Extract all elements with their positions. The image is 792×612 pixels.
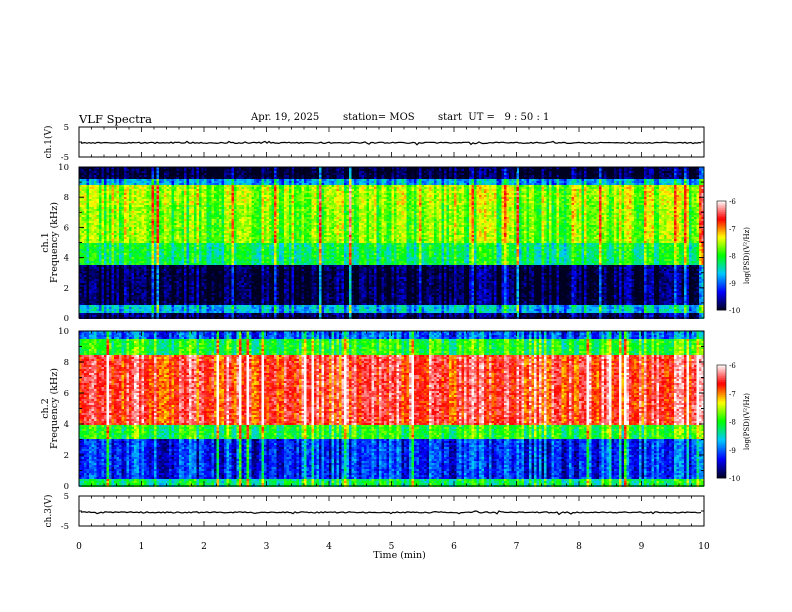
colorbar-tick-label: -8	[729, 419, 736, 427]
vlf-spectra-figure: 0246810ch.1Frequency (kHz)-6-7-8-9-10log…	[0, 0, 792, 612]
colorbar-label: log(PSD)(V²/Hz)	[743, 227, 751, 284]
xaxis-label: Time (min)	[373, 550, 426, 561]
ylabel-voltage: ch.1(V)	[43, 126, 54, 159]
ytick-label-ch2: 10	[58, 327, 69, 337]
ytick-label-ch1: 6	[64, 223, 69, 233]
xtick-label: 10	[698, 542, 710, 552]
xtick-label: 3	[264, 542, 270, 552]
spectrogram-ch1	[79, 167, 704, 319]
ytick-label-ch1: 10	[58, 163, 69, 173]
ytick-label-ch2: 0	[64, 482, 69, 492]
colorbar-tick-label: -8	[729, 253, 736, 261]
ytick-label-ch1: 0	[64, 314, 69, 324]
ytick-label-ch2: 2	[64, 451, 69, 461]
spectrogram-ch2	[79, 331, 704, 487]
ytick-label-ch2: 6	[64, 389, 69, 399]
colorbar-label: log(PSD)(V²/Hz)	[743, 393, 751, 450]
ytick-label-voltage: 5	[64, 123, 69, 133]
ytick-label-voltage: -5	[61, 153, 69, 163]
colorbar-tick-label: -10	[729, 475, 740, 483]
xtick-label: 8	[576, 542, 582, 552]
colorbar-tick-label: -10	[729, 307, 740, 315]
xtick-label: 2	[201, 542, 207, 552]
colorbar-tick-label: -9	[729, 447, 736, 455]
ytick-label-voltage: -5	[61, 522, 69, 532]
voltage-trace	[81, 141, 701, 144]
colorbar-ch1	[717, 201, 726, 310]
xtick-label: 1	[139, 542, 145, 552]
ytick-label-voltage: 5	[64, 492, 69, 502]
xtick-label: 7	[514, 542, 520, 552]
xtick-label: 9	[639, 542, 645, 552]
colorbar-ch2	[717, 365, 726, 478]
ylabel-voltage: ch.3(V)	[43, 495, 54, 528]
ylabel-ch1: Frequency (kHz)	[49, 202, 60, 283]
colorbar-tick-label: -7	[729, 390, 736, 398]
ytick-label-ch2: 8	[64, 358, 69, 368]
colorbar-tick-label: -9	[729, 280, 736, 288]
ylabel-ch2: Frequency (kHz)	[49, 368, 60, 449]
colorbar-tick-label: -7	[729, 225, 736, 233]
xtick-label: 0	[76, 542, 82, 552]
ytick-label-ch1: 4	[64, 254, 69, 264]
ytick-label-ch1: 8	[64, 193, 69, 203]
colorbar-tick-label: -6	[729, 362, 736, 370]
ytick-label-ch2: 4	[64, 420, 69, 430]
ytick-label-ch1: 2	[64, 284, 69, 294]
xtick-label: 6	[451, 542, 457, 552]
xtick-label: 4	[326, 542, 332, 552]
colorbar-tick-label: -6	[729, 198, 736, 206]
voltage-trace	[81, 511, 701, 514]
